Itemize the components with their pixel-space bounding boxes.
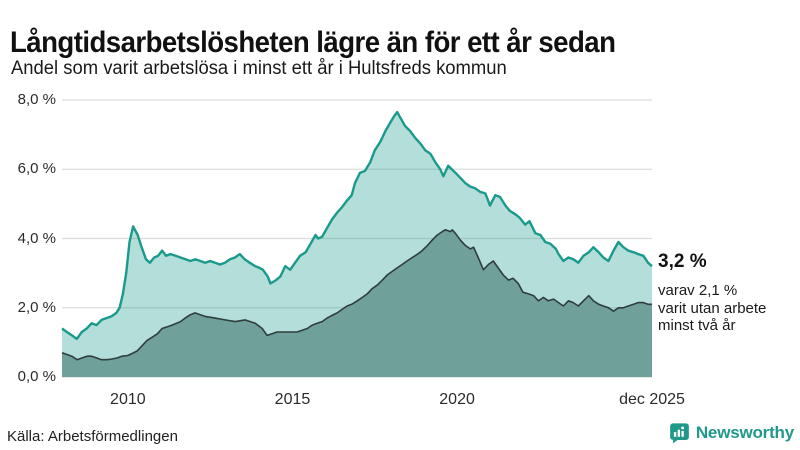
x-tick-label: 2020 bbox=[439, 391, 475, 408]
latest-value-annotation: 3,2 % varav 2,1 % varit utan arbete mins… bbox=[658, 251, 798, 335]
chart-subtitle: Andel som varit arbetslösa i minst ett å… bbox=[11, 58, 507, 79]
newsworthy-logo-icon bbox=[669, 423, 689, 444]
area-at-least-one-year bbox=[62, 112, 652, 377]
x-tick-label: 2010 bbox=[110, 391, 146, 408]
latest-value-label: 3,2 % bbox=[658, 251, 707, 272]
y-tick-label: 2,0 % bbox=[17, 298, 56, 316]
x-tick-label: dec 2025 bbox=[619, 391, 685, 408]
annotation-detail-line: varit utan arbete bbox=[658, 299, 767, 317]
y-tick-label: 8,0 % bbox=[17, 91, 56, 108]
page-title: Långtidsarbetslösheten lägre än för ett … bbox=[10, 26, 616, 60]
x-tick-label: 2015 bbox=[274, 391, 311, 408]
line-at-least-one-year bbox=[61, 110, 653, 341]
newsworthy-brand: Newsworthy bbox=[669, 421, 794, 445]
y-tick-label: 4,0 % bbox=[17, 229, 56, 247]
y-tick-label: 0,0 % bbox=[17, 368, 56, 385]
line-at-least-two-years bbox=[61, 229, 652, 361]
annotation-detail-line: varav 2,1 % bbox=[658, 282, 738, 299]
area-at-least-two-years bbox=[62, 229, 652, 377]
newsworthy-brand-name: Newsworthy bbox=[695, 423, 794, 442]
source-note: Källa: Arbetsförmedlingen bbox=[7, 428, 178, 445]
y-tick-label: 6,0 % bbox=[17, 160, 56, 178]
annotation-detail-line: minst två år bbox=[658, 317, 736, 334]
